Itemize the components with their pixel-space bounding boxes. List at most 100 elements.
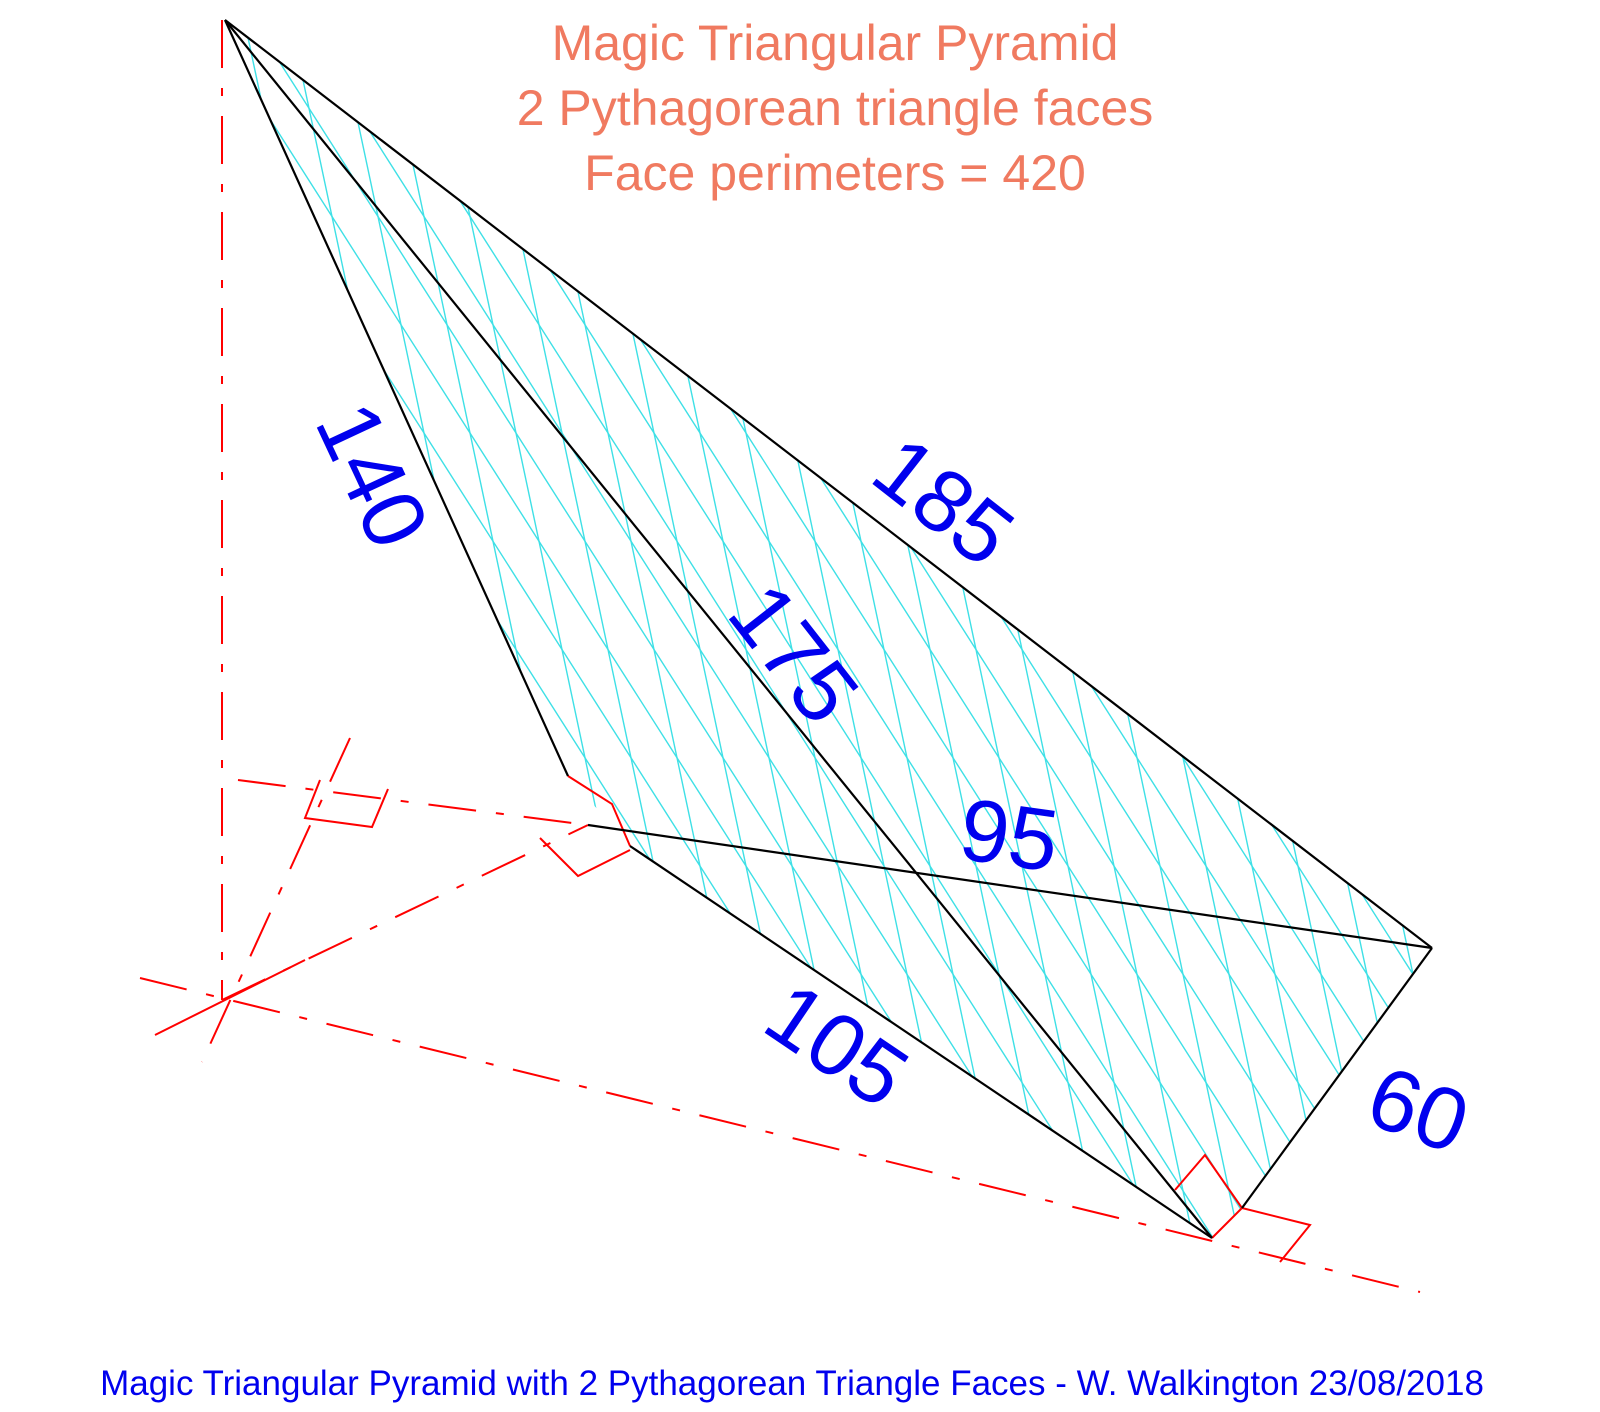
- hatch-line: [975, 20, 1277, 1238]
- hatch-line: [1205, 20, 1432, 1238]
- hatch-line: [837, 20, 1432, 1238]
- hatch-line: [1482, 0, 1600, 1412]
- hatch-line: [1389, 20, 1432, 1238]
- hatch-line: [225, 20, 1095, 1238]
- hatch-line: [1574, 0, 1600, 1412]
- right-angle-marker-apex: [567, 775, 631, 847]
- hatch-line: [225, 20, 449, 1238]
- foot-line: [201, 737, 351, 1063]
- hatch-line: [1251, 20, 1432, 1238]
- hatch-line: [0, 0, 36, 1412]
- hatch-line: [285, 20, 587, 1238]
- hatch-line: [1528, 0, 1600, 1412]
- foot-cross-line: [154, 959, 306, 1036]
- hatch-line: [1021, 20, 1323, 1238]
- edge-label-60: 60: [1356, 1046, 1482, 1173]
- hatch-line: [225, 20, 313, 1238]
- hatch-line: [607, 20, 909, 1238]
- hatch-line: [469, 20, 771, 1238]
- construction-lines: [139, 20, 1421, 1293]
- title-line-3: Face perimeters = 420: [584, 145, 1086, 201]
- hatch-line: [225, 20, 727, 1238]
- edge-140: [223, 19, 570, 777]
- edge-label-95: 95: [954, 779, 1065, 891]
- hatch-line: [225, 20, 865, 1238]
- hatch-line: [331, 20, 633, 1238]
- hatch-line: [0, 0, 82, 1412]
- hatch-line: [225, 20, 1003, 1238]
- hatch-line: [225, 20, 451, 1238]
- hatch-line: [1389, 20, 1432, 1238]
- edge-label-140: 140: [297, 388, 449, 563]
- base-back-line: [237, 779, 589, 826]
- edge-175: [224, 19, 1213, 1239]
- hatch-line: [791, 20, 1432, 1238]
- edge-label-175: 175: [710, 565, 878, 742]
- edge-60: [1241, 947, 1433, 1209]
- hatch-line: [1251, 20, 1432, 1238]
- hatch-line: [423, 20, 1325, 1238]
- hatch-line: [225, 20, 635, 1238]
- hatch-line: [1436, 0, 1600, 1412]
- right-angle-marker-base: [1241, 1207, 1312, 1263]
- hatch-line: [1067, 20, 1432, 1238]
- hatch-line: [1067, 20, 1369, 1238]
- hatch-line: [0, 0, 220, 1412]
- hatch-line: [0, 0, 174, 1412]
- hatch-line: [225, 20, 819, 1238]
- hatch-line: [225, 20, 1049, 1238]
- hatch-line: [377, 20, 679, 1238]
- hatch-line: [225, 20, 773, 1238]
- hatch-line: [1528, 0, 1600, 1412]
- hatch-line: [1343, 20, 1432, 1238]
- hatch-line: [0, 0, 218, 1412]
- hatch-line: [607, 20, 1432, 1238]
- hatch-line: [515, 20, 817, 1238]
- right-angle-marker-left: [303, 779, 389, 829]
- pyramid-edges: [223, 19, 1433, 1239]
- hatch-line: [423, 20, 725, 1238]
- hatch-line: [1297, 20, 1432, 1238]
- hatch-line: [225, 20, 267, 1238]
- hatch-line: [1021, 20, 1432, 1238]
- hatch-line: [0, 0, 172, 1412]
- hatch-line: [225, 20, 403, 1238]
- hatch-line: [285, 20, 1187, 1238]
- hatch-line: [1343, 20, 1432, 1238]
- hatch-line: [225, 20, 589, 1238]
- base-front-line: [139, 977, 1421, 1293]
- hatch-line: [1113, 20, 1415, 1238]
- hatch-line: [225, 20, 681, 1238]
- hatch-line: [1159, 20, 1432, 1238]
- hatch-line: [0, 0, 128, 1412]
- hatch-line: [929, 20, 1432, 1238]
- hatch-line: [0, 0, 80, 1412]
- hatch-line: [975, 20, 1432, 1238]
- hatch-line: [883, 20, 1185, 1238]
- hatch-line: [1482, 0, 1600, 1412]
- hatch-line: [1113, 20, 1432, 1238]
- edge-185: [224, 19, 1433, 949]
- footer-caption: Magic Triangular Pyramid with 2 Pythagor…: [100, 1364, 1484, 1403]
- hatch-line: [225, 20, 543, 1238]
- edge-95: [587, 823, 1433, 950]
- hatch-line: [239, 20, 1141, 1238]
- edge-105: [629, 845, 1213, 1239]
- right-angle-marker-center: [539, 837, 631, 878]
- edge-label-105: 105: [749, 963, 926, 1127]
- hatch-line: [515, 20, 1417, 1238]
- hatch-line: [0, 0, 34, 1412]
- hatch-line: [1436, 0, 1600, 1412]
- hatch-line: [239, 20, 541, 1238]
- hatch-line: [1205, 20, 1432, 1238]
- hatch-line: [225, 20, 495, 1238]
- hatch-line: [0, 0, 126, 1412]
- title-line-1: Magic Triangular Pyramid: [552, 15, 1119, 71]
- base-diagonal-line: [221, 824, 589, 1001]
- hatch-line: [1574, 0, 1600, 1412]
- hatch-line: [1297, 20, 1432, 1238]
- hatch-line: [225, 20, 359, 1238]
- hatch-line: [929, 20, 1231, 1238]
